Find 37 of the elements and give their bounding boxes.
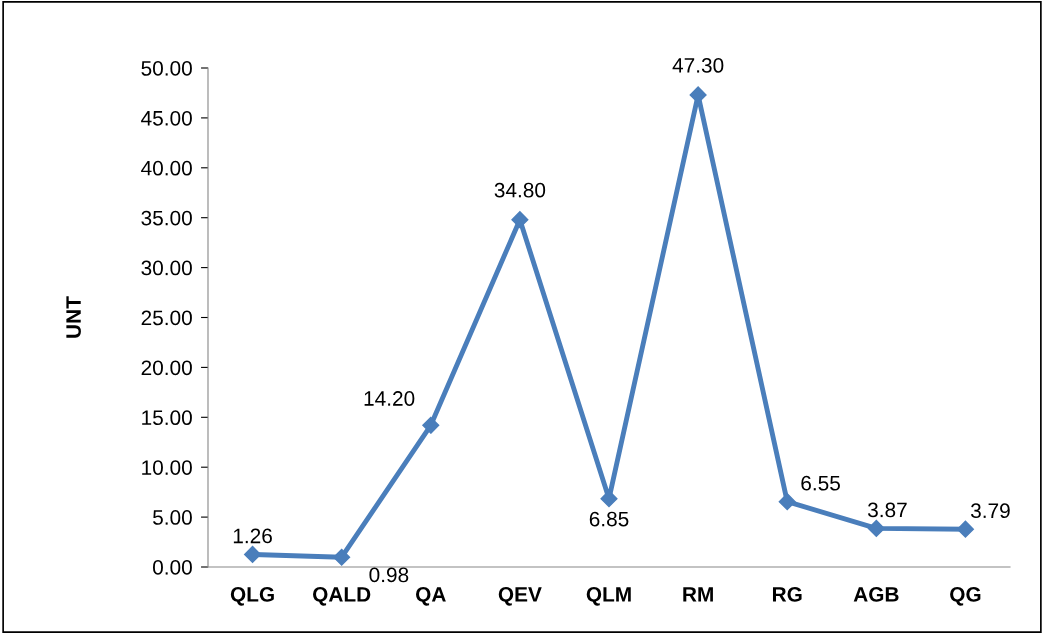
point bbox=[511, 211, 529, 229]
point bbox=[333, 548, 351, 566]
data-label: 34.80 bbox=[494, 182, 546, 198]
y-tick-label: 30.00 bbox=[141, 260, 192, 276]
data-label: 0.98 bbox=[369, 567, 409, 583]
x-tick-label: QEV bbox=[498, 586, 542, 606]
y-tick-label: 5.00 bbox=[153, 510, 192, 525]
point bbox=[244, 545, 262, 563]
x-tick-label: QALD bbox=[313, 586, 371, 606]
point bbox=[956, 520, 974, 538]
y-tick-label: 20.00 bbox=[141, 360, 192, 376]
x-tick-label: QA bbox=[416, 586, 446, 606]
data-label: 14.20 bbox=[364, 391, 415, 406]
data-label: 47.30 bbox=[672, 58, 724, 73]
y-tick-label: 10.00 bbox=[142, 460, 192, 475]
y-axis-title: UNT bbox=[66, 296, 81, 338]
x-tick-label: QLM bbox=[586, 586, 631, 606]
x-tick-label: QLG bbox=[230, 586, 274, 606]
data-label: 6.55 bbox=[801, 475, 840, 491]
y-tick-label: 40.00 bbox=[141, 160, 192, 176]
data-label: 3.87 bbox=[867, 502, 907, 518]
point bbox=[778, 493, 796, 511]
x-tick-label: RM bbox=[683, 587, 713, 602]
data-label: 6.85 bbox=[589, 511, 629, 527]
data-label: 1.26 bbox=[233, 528, 272, 544]
point bbox=[867, 519, 885, 537]
x-tick-label: AGB bbox=[853, 586, 899, 602]
y-tick-label: 45.00 bbox=[141, 110, 192, 126]
point bbox=[422, 416, 440, 434]
x-tick-label: QG bbox=[950, 586, 981, 606]
y-tick-label: 25.00 bbox=[141, 310, 192, 326]
x-tick-label: RG bbox=[772, 586, 802, 602]
y-tick-label: 15.00 bbox=[142, 410, 192, 426]
y-tick-label: 0.00 bbox=[152, 560, 192, 575]
y-tick-label: 50.00 bbox=[141, 61, 192, 76]
y-tick-label: 35.00 bbox=[141, 210, 192, 226]
data-label: 3.79 bbox=[970, 503, 1010, 519]
